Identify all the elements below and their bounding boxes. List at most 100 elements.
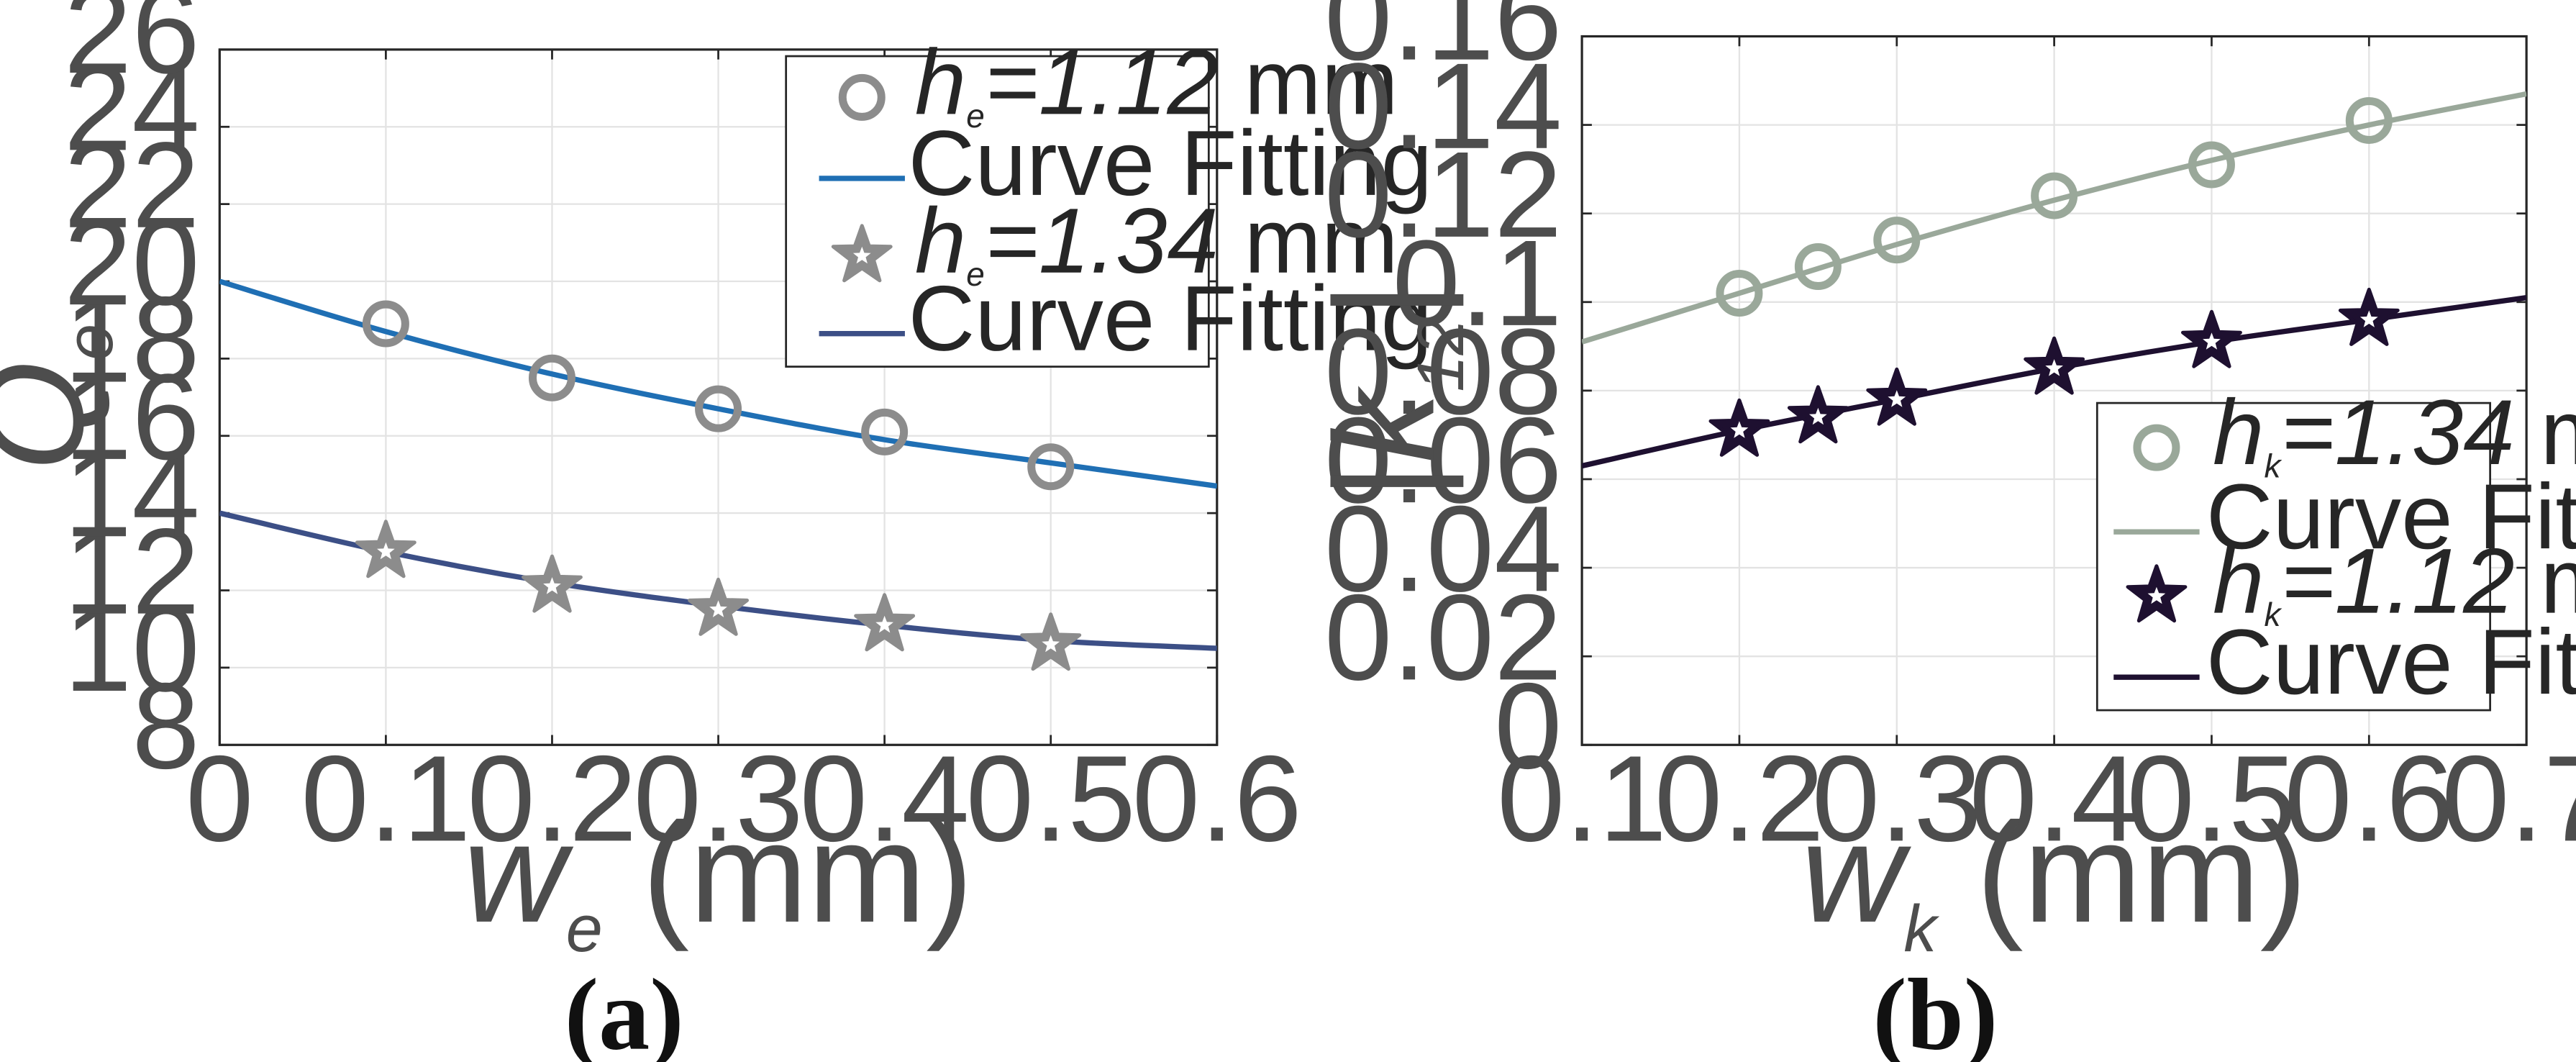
- legend-marker-group: [2133, 424, 2180, 471]
- x-tick-label: 0.6: [2284, 730, 2454, 866]
- chart-b-canvas: 0.10.20.30.40.50.60.700.020.040.060.080.…: [1305, 0, 2576, 1062]
- data-point-star-center: [1888, 390, 1906, 407]
- x-axis-label: wk (mm): [1801, 793, 2308, 966]
- data-point-star-center: [875, 615, 894, 633]
- data-point-circle: [2188, 141, 2235, 189]
- data-point-group: [1787, 385, 1849, 444]
- legend-label: Curve Fitting: [2206, 611, 2576, 714]
- y-tick-label: 20: [64, 194, 200, 330]
- curve-fitting-line: [219, 278, 1217, 489]
- y-tick-label: 0.06: [1324, 391, 1562, 528]
- data-point-star-center: [1042, 635, 1060, 653]
- x-tick-label: 0.4: [1970, 730, 2139, 866]
- data-point-group: [1708, 398, 1770, 457]
- y-tick-label: 24: [64, 39, 200, 176]
- x-tick-label: 0.5: [966, 730, 1136, 866]
- legend-marker-group: [838, 73, 886, 121]
- x-tick-label: 0.3: [633, 730, 803, 866]
- legend-box: [785, 55, 1210, 368]
- x-tick-label: 0.7: [2441, 730, 2576, 866]
- data-point-circle: [1873, 217, 1921, 264]
- x-tick-label: 0: [186, 730, 253, 866]
- legend-marker-star-center: [852, 246, 871, 264]
- data-point-group: [2345, 96, 2393, 144]
- legend-marker-group: [831, 224, 893, 283]
- data-point-circle: [2031, 172, 2078, 219]
- y-tick-label: 18: [64, 271, 200, 408]
- data-point-group: [1716, 269, 1763, 317]
- legend-marker-circle: [2133, 424, 2180, 471]
- data-point-star-center: [1809, 407, 1827, 425]
- y-tick-label: 0.08: [1324, 303, 1562, 440]
- legend-label: Curve Fitting: [2206, 466, 2576, 568]
- data-point-group: [2181, 309, 2242, 368]
- data-point-group: [1866, 367, 1928, 426]
- y-axis-label: Qe: [0, 324, 127, 471]
- data-point-star-center: [543, 577, 561, 594]
- legend-marker-group: [2126, 564, 2188, 623]
- data-point-star-center: [377, 542, 395, 560]
- x-tick-label: 0.1: [1497, 730, 1667, 866]
- legend-marker-circle: [838, 73, 886, 121]
- x-tick-label: 0.1: [301, 730, 470, 866]
- data-point-star-center: [2045, 359, 2064, 376]
- x-tick-label: 0.5: [2126, 730, 2296, 866]
- data-point-group: [2188, 141, 2235, 189]
- data-point-group: [1873, 217, 1921, 264]
- y-tick-label: 0.02: [1324, 568, 1562, 705]
- axes-box: [218, 48, 1219, 746]
- data-point-group: [2338, 287, 2400, 346]
- data-point-circle: [362, 300, 409, 348]
- x-tick-label: 0.2: [467, 730, 637, 866]
- y-tick-label: 0: [1494, 657, 1562, 794]
- y-tick-label: 0.16: [1324, 0, 1562, 86]
- y-tick-label: 0.1: [1392, 214, 1562, 351]
- y-tick-label: 0.04: [1324, 480, 1562, 617]
- data-point-group: [854, 593, 916, 652]
- y-tick-label: 26: [64, 0, 200, 99]
- data-point-circle: [2345, 96, 2393, 144]
- panel-caption: (a): [565, 958, 684, 1062]
- data-point-star-center: [1730, 421, 1749, 438]
- x-tick-label: 0.6: [1132, 730, 1302, 866]
- panel-caption: (b): [1872, 958, 1998, 1062]
- data-point-group: [688, 577, 750, 636]
- data-point-group: [861, 408, 909, 455]
- y-tick-label: 8: [132, 657, 199, 794]
- x-tick-label: 0.2: [1655, 730, 1824, 866]
- y-axis-label: |k12|: [1305, 281, 1478, 499]
- legend-box: [2095, 401, 2492, 712]
- legend-label: hk=1.12 mm: [2213, 530, 2576, 633]
- legend-label: hk=1.34 mm: [2213, 381, 2576, 484]
- data-point-circle: [861, 408, 909, 455]
- data-point-circle: [528, 354, 575, 401]
- data-point-star-center: [2359, 310, 2378, 327]
- data-point-group: [522, 554, 583, 613]
- curve-fitting-line: [1582, 91, 2527, 345]
- data-point-circle: [695, 385, 742, 432]
- data-point-group: [2024, 336, 2085, 395]
- axes-box: [1580, 35, 2528, 746]
- data-point-circle: [1794, 243, 1842, 291]
- y-tick-label: 12: [64, 503, 200, 640]
- data-point-star-center: [709, 600, 727, 617]
- y-tick-label: 14: [64, 425, 200, 562]
- y-tick-label: 10: [64, 580, 200, 717]
- y-tick-label: 22: [64, 117, 200, 253]
- data-point-group: [1027, 443, 1075, 491]
- legend-label: he=1.34 mm: [915, 190, 1398, 293]
- x-tick-label: 0.3: [1812, 730, 1982, 866]
- legend-label: Curve Fitting: [909, 268, 1433, 371]
- data-point-group: [2031, 172, 2078, 219]
- data-point-circle: [1716, 269, 1763, 317]
- data-point-group: [1794, 243, 1842, 291]
- data-point-circle: [1027, 443, 1075, 491]
- x-tick-label: 0.4: [800, 730, 970, 866]
- data-point-group: [528, 354, 575, 401]
- x-axis-label: we (mm): [463, 793, 973, 966]
- data-point-group: [355, 519, 417, 578]
- legend-label: Curve Fitting: [909, 112, 1433, 215]
